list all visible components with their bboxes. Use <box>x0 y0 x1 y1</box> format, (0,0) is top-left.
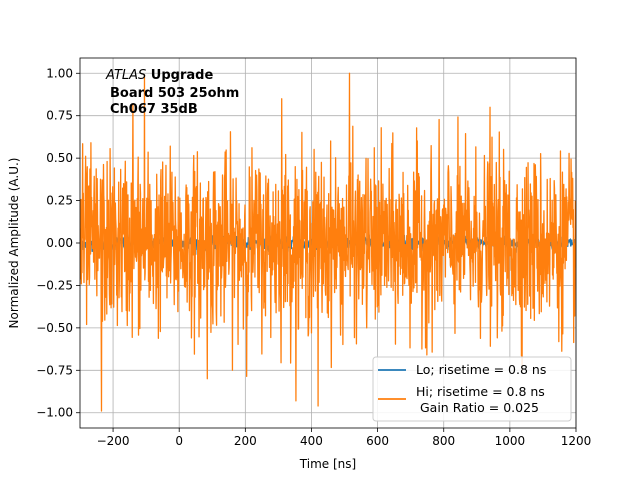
annotation-line3: Ch067 35dB <box>110 102 198 117</box>
x-tick-label: 800 <box>432 434 455 448</box>
x-axis-label: Time [ns] <box>299 457 356 471</box>
x-tick-label: 600 <box>366 434 389 448</box>
annotation-line2: Board 503 25ohm <box>110 86 239 101</box>
y-axis-label: Normalized Amplitude (A.U.) <box>7 158 21 329</box>
y-tick-label: −0.75 <box>36 363 73 377</box>
y-tick-label: −0.50 <box>36 321 73 335</box>
y-tick-label: −1.00 <box>36 406 73 420</box>
x-tick-label: 200 <box>234 434 257 448</box>
series-group <box>80 72 576 412</box>
x-tick-label: 0 <box>175 434 183 448</box>
legend: Lo; risetime = 0.8 ns Hi; risetime = 0.8… <box>372 356 572 422</box>
y-tick-label: 0.00 <box>46 236 73 250</box>
x-tick-label: 400 <box>300 434 323 448</box>
annotation: ATLAS Upgrade Board 503 25ohm Ch067 35dB <box>105 68 239 117</box>
x-tick-label: −200 <box>97 434 130 448</box>
legend-label-hi-gain: Gain Ratio = 0.025 <box>416 400 539 415</box>
x-tick-label: 1000 <box>495 434 526 448</box>
y-tick-label: 0.75 <box>46 109 73 123</box>
y-tick-label: −0.25 <box>36 278 73 292</box>
annotation-upgrade: Upgrade <box>146 68 213 83</box>
annotation-atlas: ATLAS <box>105 68 146 83</box>
y-tick-label: 0.50 <box>46 151 73 165</box>
annotation-line1: ATLAS Upgrade <box>105 68 213 83</box>
legend-label-hi: Hi; risetime = 0.8 ns <box>416 384 545 399</box>
legend-box <box>372 356 572 422</box>
y-tick-label: 0.25 <box>46 194 73 208</box>
y-tick-label: 1.00 <box>46 66 73 80</box>
legend-label-lo: Lo; risetime = 0.8 ns <box>416 362 546 377</box>
x-tick-label: 1200 <box>561 434 592 448</box>
series-hi-line <box>80 72 576 412</box>
ticks: −200 0 200 400 600 800 1000 1200 1.00 0.75 0.50 0.2… <box>36 66 591 448</box>
